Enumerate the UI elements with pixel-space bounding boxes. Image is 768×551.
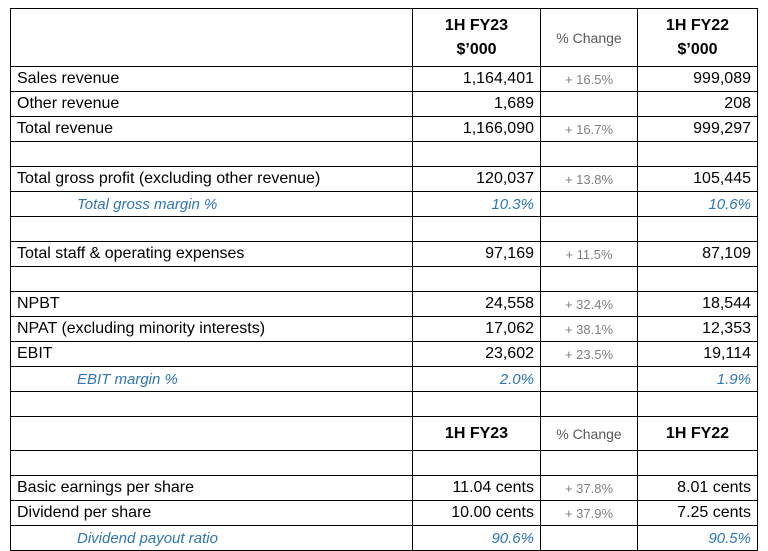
value-change: + 37.9% <box>540 500 638 526</box>
value-fy22: 999,089 <box>637 66 758 92</box>
value-fy22: 999,297 <box>637 116 758 142</box>
row-label: Total staff & operating expenses <box>10 241 413 267</box>
value-fy23: 17,062 <box>412 316 541 342</box>
value-fy23: 24,558 <box>412 291 541 317</box>
value-fy22: 19,114 <box>637 341 758 367</box>
subheader-fy22: 1H FY22 <box>637 416 758 451</box>
header-fy23-unit: $’000 <box>456 40 497 58</box>
value-fy22: 87,109 <box>637 241 758 267</box>
value-change <box>540 366 638 392</box>
subheader-fy23: 1H FY23 <box>412 416 541 451</box>
table-row-eps: Basic earnings per share 11.04 cents + 3… <box>10 475 758 501</box>
table-row-gross-margin: Total gross margin % 10.3% 10.6% <box>10 191 758 217</box>
value-fy23: 11.04 cents <box>412 475 541 501</box>
value-fy23: 1,689 <box>412 91 541 117</box>
row-label: NPAT (excluding minority interests) <box>10 316 413 342</box>
value-fy23: 90.6% <box>412 525 541 551</box>
value-change: + 16.5% <box>540 66 638 92</box>
value-change <box>540 525 638 551</box>
table-row-sales-revenue: Sales revenue 1,164,401 + 16.5% 999,089 <box>10 66 758 92</box>
value-fy22: 7.25 cents <box>637 500 758 526</box>
table-spacer-row <box>10 216 758 242</box>
row-label: Other revenue <box>10 91 413 117</box>
value-fy23: 2.0% <box>412 366 541 392</box>
value-change: + 38.1% <box>540 316 638 342</box>
header-empty-cell <box>10 8 413 67</box>
row-label: Total revenue <box>10 116 413 142</box>
value-fy23: 120,037 <box>412 166 541 192</box>
value-fy23: 23,602 <box>412 341 541 367</box>
table-subheader-row: 1H FY23 % Change 1H FY22 <box>10 416 758 451</box>
value-change: + 11.5% <box>540 241 638 267</box>
value-fy23: 10.3% <box>412 191 541 217</box>
financial-results-table: 1H FY23 $’000 % Change 1H FY22 $’000 Sal… <box>10 8 758 551</box>
table-row-payout: Dividend payout ratio 90.6% 90.5% <box>10 525 758 551</box>
header-change: % Change <box>540 8 638 67</box>
table-row-other-revenue: Other revenue 1,689 208 <box>10 91 758 117</box>
value-change <box>540 191 638 217</box>
row-label: Total gross margin % <box>10 191 413 217</box>
table-spacer-row <box>10 450 758 476</box>
value-fy22: 18,544 <box>637 291 758 317</box>
table-row-npat: NPAT (excluding minority interests) 17,0… <box>10 316 758 342</box>
row-label: Sales revenue <box>10 66 413 92</box>
table-row-staff-expenses: Total staff & operating expenses 97,169 … <box>10 241 758 267</box>
value-fy23: 97,169 <box>412 241 541 267</box>
table-row-ebit: EBIT 23,602 + 23.5% 19,114 <box>10 341 758 367</box>
table-header-row: 1H FY23 $’000 % Change 1H FY22 $’000 <box>10 8 758 67</box>
value-fy22: 208 <box>637 91 758 117</box>
value-fy22: 8.01 cents <box>637 475 758 501</box>
value-fy23: 1,164,401 <box>412 66 541 92</box>
value-fy23: 10.00 cents <box>412 500 541 526</box>
table-row-gross-profit: Total gross profit (excluding other reve… <box>10 166 758 192</box>
value-change <box>540 91 638 117</box>
header-fy22: 1H FY22 $’000 <box>637 8 758 67</box>
value-change: + 23.5% <box>540 341 638 367</box>
value-fy22: 105,445 <box>637 166 758 192</box>
header-fy23-period: 1H FY23 <box>444 16 509 34</box>
subheader-change: % Change <box>540 416 638 451</box>
value-fy22: 1.9% <box>637 366 758 392</box>
value-change: + 16.7% <box>540 116 638 142</box>
row-label: EBIT margin % <box>10 366 413 392</box>
value-change: + 32.4% <box>540 291 638 317</box>
header-fy22-period: 1H FY22 <box>665 16 730 34</box>
row-label: Total gross profit (excluding other reve… <box>10 166 413 192</box>
row-label: Dividend payout ratio <box>10 525 413 551</box>
row-label: NPBT <box>10 291 413 317</box>
header-fy22-unit: $’000 <box>677 40 718 58</box>
subheader-empty-cell <box>10 416 413 451</box>
table-spacer-row <box>10 141 758 167</box>
table-row-ebit-margin: EBIT margin % 2.0% 1.9% <box>10 366 758 392</box>
value-change: + 37.8% <box>540 475 638 501</box>
row-label: Dividend per share <box>10 500 413 526</box>
value-fy22: 12,353 <box>637 316 758 342</box>
value-fy22: 90.5% <box>637 525 758 551</box>
table-row-npbt: NPBT 24,558 + 32.4% 18,544 <box>10 291 758 317</box>
value-fy22: 10.6% <box>637 191 758 217</box>
value-fy23: 1,166,090 <box>412 116 541 142</box>
row-label: EBIT <box>10 341 413 367</box>
table-row-dps: Dividend per share 10.00 cents + 37.9% 7… <box>10 500 758 526</box>
header-fy23: 1H FY23 $’000 <box>412 8 541 67</box>
value-change: + 13.8% <box>540 166 638 192</box>
table-spacer-row <box>10 266 758 292</box>
row-label: Basic earnings per share <box>10 475 413 501</box>
table-spacer-row <box>10 391 758 417</box>
table-row-total-revenue: Total revenue 1,166,090 + 16.7% 999,297 <box>10 116 758 142</box>
